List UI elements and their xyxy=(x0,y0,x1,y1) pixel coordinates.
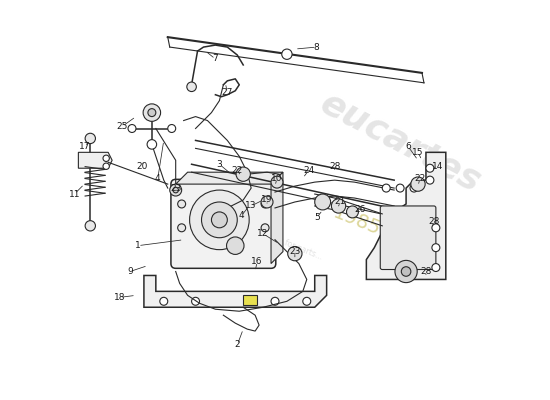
Circle shape xyxy=(395,260,417,283)
Text: 28: 28 xyxy=(420,267,432,276)
Circle shape xyxy=(315,194,331,210)
Circle shape xyxy=(426,164,434,172)
Text: 22: 22 xyxy=(232,166,243,175)
Polygon shape xyxy=(271,172,283,264)
Circle shape xyxy=(332,199,346,213)
Text: eucartes: eucartes xyxy=(315,86,487,199)
Circle shape xyxy=(432,244,440,252)
Text: 12: 12 xyxy=(257,229,269,238)
Circle shape xyxy=(178,200,186,208)
Text: 7: 7 xyxy=(212,54,218,64)
Circle shape xyxy=(261,224,269,232)
Circle shape xyxy=(411,177,425,191)
Text: 10: 10 xyxy=(271,174,283,183)
Text: 21: 21 xyxy=(335,198,346,206)
Polygon shape xyxy=(144,276,327,307)
Text: 6: 6 xyxy=(405,142,411,151)
Text: 5: 5 xyxy=(314,213,320,222)
Circle shape xyxy=(227,237,244,254)
Polygon shape xyxy=(79,152,112,168)
Text: 19: 19 xyxy=(261,196,273,204)
Circle shape xyxy=(128,124,136,132)
FancyBboxPatch shape xyxy=(171,179,276,268)
Circle shape xyxy=(426,176,434,184)
Text: 22: 22 xyxy=(414,174,426,183)
Circle shape xyxy=(147,140,157,149)
Polygon shape xyxy=(366,152,446,280)
Text: 2: 2 xyxy=(234,340,240,350)
FancyBboxPatch shape xyxy=(380,206,436,270)
Circle shape xyxy=(191,297,200,305)
Text: 1: 1 xyxy=(135,241,141,250)
Circle shape xyxy=(85,221,96,231)
Polygon shape xyxy=(175,172,283,184)
Circle shape xyxy=(261,196,273,208)
Text: 4: 4 xyxy=(238,211,244,220)
Circle shape xyxy=(170,184,182,196)
Circle shape xyxy=(410,184,418,192)
Text: 17: 17 xyxy=(79,142,90,151)
Text: 18: 18 xyxy=(114,293,126,302)
Circle shape xyxy=(201,202,237,238)
Circle shape xyxy=(211,212,227,228)
Circle shape xyxy=(103,163,109,170)
Text: 25: 25 xyxy=(117,122,128,131)
Text: 23: 23 xyxy=(170,184,182,192)
Circle shape xyxy=(190,190,249,250)
Circle shape xyxy=(271,176,283,188)
Text: 13: 13 xyxy=(245,202,257,210)
Text: 28: 28 xyxy=(428,217,439,226)
Text: 15: 15 xyxy=(412,148,424,157)
Circle shape xyxy=(432,264,440,272)
Circle shape xyxy=(236,167,250,181)
Circle shape xyxy=(187,82,196,92)
Text: 1985: 1985 xyxy=(331,204,384,240)
Circle shape xyxy=(396,184,404,192)
Circle shape xyxy=(382,184,390,192)
Text: 27: 27 xyxy=(222,88,233,97)
Text: a passion for parts...: a passion for parts... xyxy=(247,224,324,262)
Text: 11: 11 xyxy=(69,190,80,198)
Circle shape xyxy=(261,200,269,208)
Circle shape xyxy=(168,124,175,132)
Text: 20: 20 xyxy=(136,162,147,171)
Text: 28: 28 xyxy=(329,162,340,171)
FancyBboxPatch shape xyxy=(243,295,257,305)
Text: 8: 8 xyxy=(314,42,320,52)
Circle shape xyxy=(303,297,311,305)
Circle shape xyxy=(178,224,186,232)
Text: 16: 16 xyxy=(251,257,263,266)
Circle shape xyxy=(282,49,292,59)
Text: 9: 9 xyxy=(127,267,133,276)
Circle shape xyxy=(160,297,168,305)
Text: 26: 26 xyxy=(355,206,366,214)
Circle shape xyxy=(148,109,156,116)
Circle shape xyxy=(143,104,161,121)
Text: 4: 4 xyxy=(155,174,161,183)
Circle shape xyxy=(346,206,359,218)
Circle shape xyxy=(103,155,109,162)
Circle shape xyxy=(288,246,302,261)
Circle shape xyxy=(432,224,440,232)
Circle shape xyxy=(85,133,96,144)
Text: 3: 3 xyxy=(217,160,222,169)
Text: 23: 23 xyxy=(289,247,300,256)
Circle shape xyxy=(173,187,179,193)
Circle shape xyxy=(402,267,411,276)
Text: 14: 14 xyxy=(432,162,443,171)
Circle shape xyxy=(271,297,279,305)
Text: 24: 24 xyxy=(303,166,315,175)
